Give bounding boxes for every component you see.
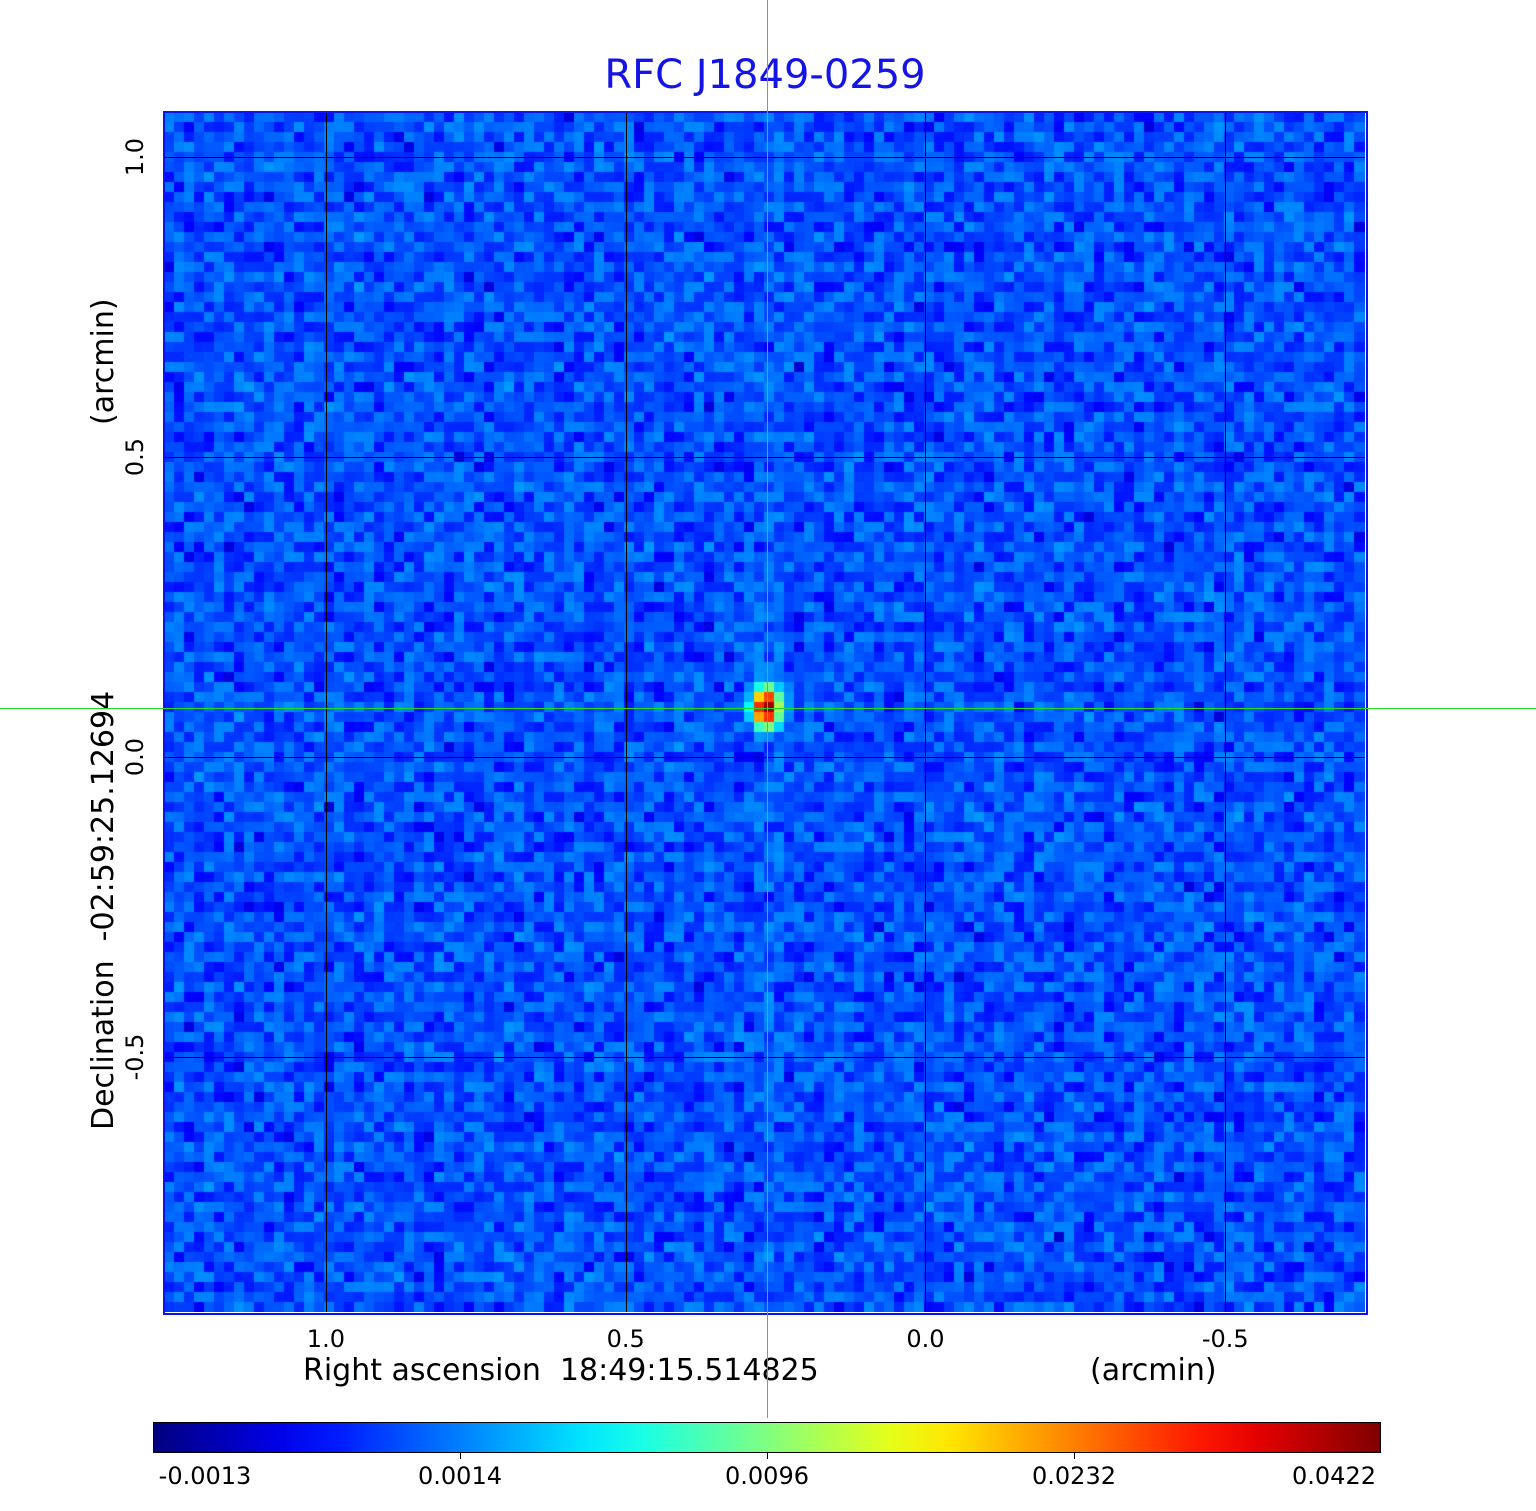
x-axis-label: Right ascension 18:49:15.514825 [303,1353,819,1388]
colorbar-tick [767,1453,768,1459]
grid-line-horizontal [164,757,1365,758]
colorbar-tick-label: 0.0422 [1292,1462,1376,1490]
y-tick-label: -0.5 [121,1033,149,1081]
grid-line-horizontal [164,157,1365,158]
x-tick-label: -0.5 [1201,1325,1249,1353]
colorbar-tick-label: 0.0096 [725,1462,809,1490]
x-tick-label: 1.0 [306,1325,345,1353]
grid-line-vertical [1225,112,1227,1312]
colorbar-tick [1074,1453,1075,1459]
y-tick-label: 0.0 [121,737,149,777]
colorbar-tick-label: -0.0013 [158,1462,252,1490]
grid-line-vertical [625,112,627,1312]
chart-title: RFC J1849-0259 [604,52,926,98]
grid-line-horizontal [164,457,1365,458]
colorbar-tick-label: 0.0232 [1032,1462,1116,1490]
colorbar [153,1422,1381,1453]
colorbar-tick [460,1453,461,1459]
x-tick-label: 0.5 [606,1325,645,1353]
x-axis-unit: (arcmin) [1090,1353,1217,1388]
y-tick-label: 1.0 [121,137,149,177]
y-tick-label: 0.5 [121,437,149,477]
crosshair-vertical [767,0,768,1418]
y-axis-label: Declination -02:59:25.12694 [86,690,121,1130]
y-axis-unit: (arcmin) [86,298,121,425]
x-tick-label: 0.0 [906,1325,945,1353]
grid-line-horizontal [164,1057,1365,1058]
crosshair-horizontal [0,708,1536,709]
intensity-image [164,112,1365,1312]
grid-line-vertical [925,112,927,1312]
colorbar-tick-label: 0.0014 [418,1462,502,1490]
grid-line-vertical [325,112,327,1312]
